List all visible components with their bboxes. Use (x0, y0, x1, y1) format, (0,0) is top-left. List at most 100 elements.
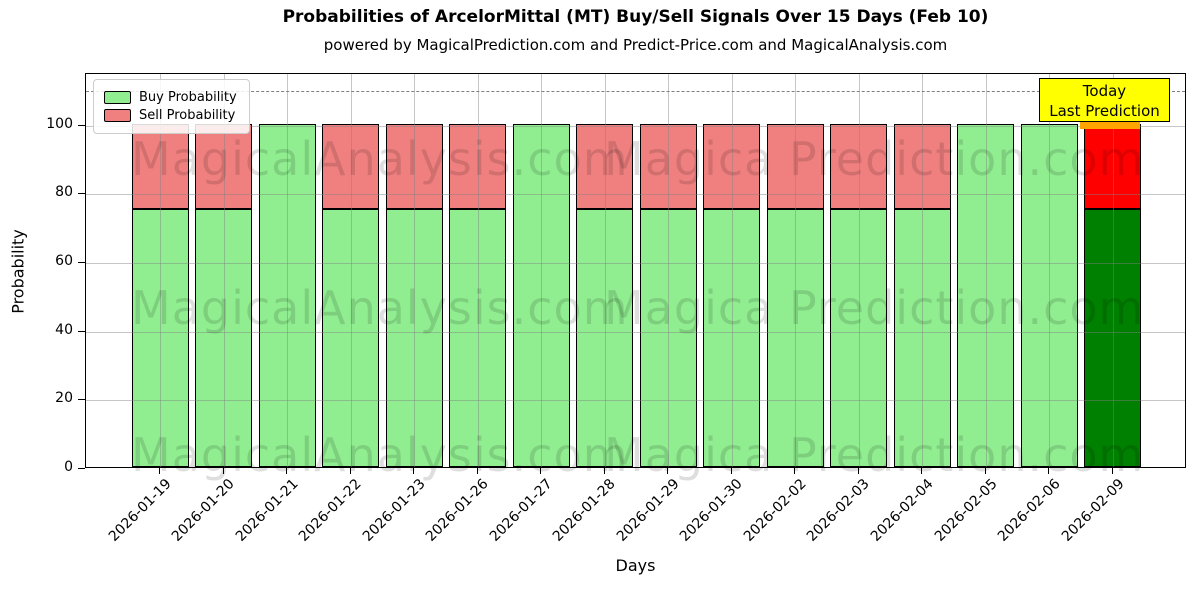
buy-segment (1084, 209, 1142, 467)
x-tick-mark (667, 468, 669, 474)
legend-item-buy: Buy Probability (104, 90, 237, 105)
buy-segment (766, 209, 824, 467)
h-gridline (86, 262, 1185, 264)
bar (830, 72, 888, 467)
bar (322, 72, 380, 467)
threshold-dashed-line (86, 91, 1185, 93)
watermark-text: MagicalAnalysis.com (131, 281, 629, 335)
v-gridline (985, 74, 987, 467)
legend-item-sell: Sell Probability (104, 108, 237, 123)
watermark-text: Magica Prediction.com (604, 132, 1145, 186)
today-annotation-line2: Last Prediction (1049, 102, 1160, 120)
buy-segment (830, 209, 888, 467)
bar-today (1084, 72, 1142, 467)
legend: Buy Probability Sell Probability (93, 79, 250, 134)
x-tick-mark (1111, 468, 1113, 474)
h-gridline (86, 331, 1185, 333)
y-tick-mark (78, 468, 85, 469)
x-tick-label-text: 2026-02-04 (867, 476, 937, 545)
buy-segment (1020, 123, 1078, 467)
sell-segment (703, 123, 761, 210)
x-tick-label-text: 2026-01-27 (486, 476, 556, 545)
bar (131, 72, 189, 467)
x-tick-mark (730, 468, 732, 474)
v-gridline (477, 74, 479, 467)
x-tick-label-text: 2026-02-05 (931, 476, 1001, 545)
v-gridline (922, 74, 924, 467)
x-tick-label-text: 2026-01-30 (677, 476, 747, 545)
buy-segment (322, 209, 380, 467)
x-tick-mark (540, 468, 542, 474)
x-tick-mark (794, 468, 796, 474)
today-marker-strip (1080, 120, 1140, 129)
y-axis-label: Probability (8, 229, 28, 314)
watermark-text: MagicalAnalysis.com (131, 428, 629, 482)
v-gridline (731, 74, 733, 467)
watermark-text: MagicalAnalysis.com (131, 132, 629, 186)
buy-segment (576, 209, 634, 467)
y-tick-mark (78, 330, 85, 332)
bar (893, 72, 951, 467)
legend-label-sell: Sell Probability (139, 108, 236, 123)
y-tick-label: 80 (55, 184, 73, 201)
x-axis-label: Days (615, 556, 656, 575)
v-gridline (160, 74, 161, 467)
x-tick-mark (159, 468, 160, 474)
bar (449, 72, 507, 467)
sell-segment (766, 123, 824, 210)
sell-segment (131, 123, 189, 210)
chart-subtitle: powered by MagicalPrediction.com and Pre… (323, 36, 948, 54)
x-tick-label-text: 2026-02-06 (994, 476, 1064, 545)
x-tick-mark (857, 468, 859, 474)
x-tick-mark (476, 468, 478, 474)
x-tick-mark (349, 468, 351, 474)
sell-segment (576, 123, 634, 210)
v-gridline (541, 74, 543, 467)
sell-segment (449, 123, 507, 210)
y-tick-label: 60 (55, 252, 73, 269)
bar (385, 72, 443, 467)
x-tick-label-text: 2026-01-22 (296, 476, 365, 545)
sell-segment (893, 123, 951, 210)
legend-label-buy: Buy Probability (139, 90, 237, 105)
buy-segment (639, 209, 697, 467)
sell-segment (385, 123, 443, 210)
x-tick-mark (1048, 468, 1050, 474)
x-tick-mark (222, 468, 224, 474)
v-gridline (604, 74, 606, 467)
x-tick-mark (603, 468, 605, 474)
x-tick-label-text: 2026-01-26 (423, 476, 492, 545)
bar (957, 72, 1015, 467)
today-annotation-line1: Today (1082, 82, 1127, 100)
h-gridline (86, 194, 1185, 196)
watermark-text: Magica Prediction.com (604, 428, 1145, 482)
sell-segment (1084, 123, 1142, 210)
y-tick-mark (78, 193, 85, 195)
y-tick-label: 20 (55, 390, 73, 407)
v-gridline (350, 74, 352, 467)
x-tick-label-text: 2026-01-28 (550, 476, 620, 545)
buy-segment (449, 209, 507, 467)
x-tick-mark (286, 468, 288, 474)
v-gridline (858, 74, 860, 467)
v-gridline (414, 74, 416, 467)
y-tick-mark (78, 261, 85, 263)
bar (258, 72, 316, 467)
x-tick-label-text: 2026-02-03 (804, 476, 874, 545)
buy-swatch-icon (104, 91, 131, 104)
x-tick-label-text: 2026-01-21 (232, 476, 302, 545)
y-tick-label: 0 (64, 459, 73, 475)
sell-segment (322, 123, 380, 210)
x-tick-label-text: 2026-01-23 (359, 476, 429, 545)
h-gridline (86, 125, 1185, 127)
plot-area: MagicalAnalysis.com Magica Prediction.com… (85, 72, 1186, 482)
v-gridline (223, 74, 225, 467)
buy-segment (957, 123, 1015, 467)
y-tick-mark (78, 124, 85, 126)
y-tick-mark (78, 399, 85, 401)
v-gridline (1112, 74, 1114, 467)
h-gridline (86, 400, 1185, 402)
x-tick-mark (984, 468, 986, 474)
bar (576, 72, 634, 467)
